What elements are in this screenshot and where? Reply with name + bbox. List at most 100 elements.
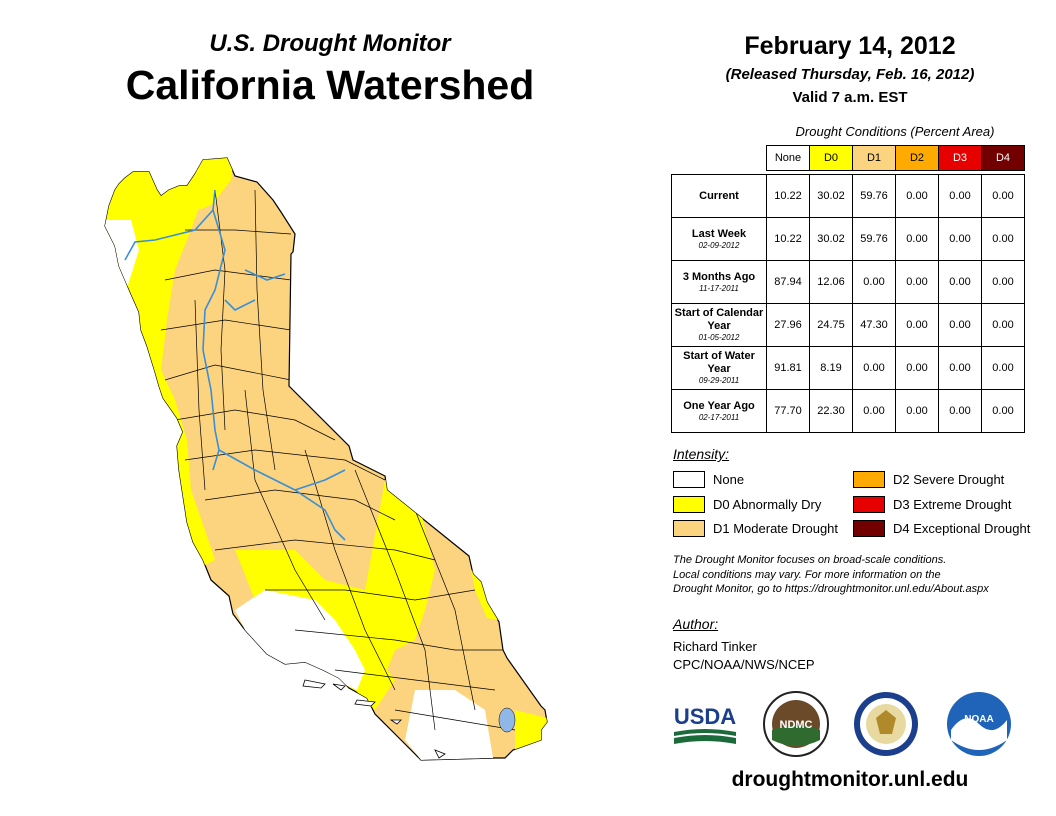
row-label-text: Current	[699, 189, 739, 202]
row-label: Current	[671, 174, 767, 218]
none-south-coast-area	[235, 590, 365, 690]
table-cell: 30.02	[809, 217, 853, 261]
table-row: Start of Water Year 09-29-2011 91.81 8.19 0.…	[671, 346, 1025, 390]
col-header-d0: D0	[809, 145, 853, 171]
legend-label: D3 Extreme Drought	[893, 497, 1012, 512]
col-header-d2: D2	[895, 145, 939, 171]
legend-swatch	[853, 496, 885, 513]
table-cell: 77.70	[766, 389, 810, 433]
table-cell: 91.81	[766, 346, 810, 390]
release-date: (Released Thursday, Feb. 16, 2012)	[725, 66, 975, 83]
legend-swatch	[673, 471, 705, 488]
footer-url[interactable]: droughtmonitor.unl.edu	[731, 768, 969, 791]
disclaimer-note: The Drought Monitor focuses on broad-sca…	[673, 553, 1043, 597]
watershed-boundaries	[160, 189, 516, 731]
row-label: One Year Ago 02-17-2011	[671, 389, 767, 433]
svg-text:USDA: USDA	[674, 704, 736, 729]
svg-text:NDMC: NDMC	[780, 719, 813, 731]
legend-label: None	[713, 472, 745, 487]
table-cell: 27.96	[766, 303, 810, 347]
table-cell: 0.00	[852, 260, 896, 304]
table-cell: 10.22	[766, 174, 810, 218]
table-cell: 0.00	[981, 260, 1025, 304]
d0-north-area	[195, 158, 235, 210]
legend-swatch	[673, 520, 705, 537]
table-header-row: None D0 D1 D2 D3 D4	[672, 145, 1025, 171]
legend-label: D2 Severe Drought	[893, 472, 1005, 487]
table-cell: 0.00	[852, 346, 896, 390]
row-date: 02-17-2011	[698, 412, 740, 422]
table-cell: 0.00	[895, 217, 939, 261]
rivers	[124, 189, 346, 541]
table-cell: 24.75	[809, 303, 853, 347]
table-cell: 0.00	[938, 174, 982, 218]
legend-item-d3: D3 Extreme Drought	[853, 496, 1012, 513]
legend-item-d2: D2 Severe Drought	[853, 471, 1004, 488]
table-cell: 87.94	[766, 260, 810, 304]
map-subtitle: U.S. Drought Monitor	[209, 30, 451, 57]
author-org: CPC/NOAA/NWS/NCEP	[673, 657, 815, 672]
row-label: Start of Water Year 09-29-2011	[671, 346, 767, 390]
ndmc-logo: NDMC	[763, 691, 829, 757]
noaa-logo: NOAA	[947, 692, 1011, 756]
table-cell: 0.00	[981, 303, 1025, 347]
table-cell: 0.00	[895, 389, 939, 433]
row-date: 01-05-2012	[698, 333, 740, 342]
row-label-text: One Year Ago	[683, 399, 755, 412]
legend-label: D4 Exceptional Drought	[893, 521, 1031, 536]
row-date: 02-09-2012	[698, 240, 740, 250]
table-cell: 0.00	[938, 260, 982, 304]
table-cell: 0.00	[895, 346, 939, 390]
note-line: Local conditions may vary. For more info…	[673, 568, 941, 581]
table-cell: 8.19	[809, 346, 853, 390]
channel-islands	[302, 679, 446, 759]
row-label-text: Last Week	[691, 227, 747, 240]
legend-label: D1 Moderate Drought	[713, 521, 839, 536]
table-row: 3 Months Ago 11-17-2011 87.94 12.06 0.00 0.00…	[671, 260, 1025, 304]
doc-seal-logo	[854, 692, 918, 756]
valid-time: Valid 7 a.m. EST	[792, 89, 908, 106]
salton-sea-lake	[498, 707, 516, 733]
table-cell: 22.30	[809, 389, 853, 433]
table-cell: 0.00	[895, 303, 939, 347]
table-cell: 0.00	[895, 174, 939, 218]
table-cell: 0.00	[938, 346, 982, 390]
table-cell: 0.00	[938, 303, 982, 347]
legend-label: D0 Abnormally Dry	[713, 497, 822, 512]
table-cell: 0.00	[938, 389, 982, 433]
row-date: 09-29-2011	[698, 376, 740, 385]
table-cell: 59.76	[852, 174, 896, 218]
table-cell: 0.00	[981, 346, 1025, 390]
usda-logo: USDA	[674, 704, 736, 744]
legend-title: Intensity:	[673, 446, 730, 462]
col-header-d1: D1	[852, 145, 896, 171]
table-cell: 47.30	[852, 303, 896, 347]
drought-conditions-table: None D0 D1 D2 D3 D4 Current 10.22 30.02 59.…	[671, 145, 1025, 433]
none-socal-area	[405, 690, 493, 760]
col-header-none: None	[766, 145, 810, 171]
california-drought-map	[104, 157, 548, 761]
legend-item-d0: D0 Abnormally Dry	[673, 496, 821, 513]
legend-item-d4: D4 Exceptional Drought	[853, 520, 1030, 537]
note-line: The Drought Monitor focuses on broad-sca…	[673, 554, 947, 566]
row-label: Last Week 02-09-2012	[671, 217, 767, 261]
author-name: Richard Tinker	[673, 639, 757, 654]
svg-text:NOAA: NOAA	[964, 714, 993, 725]
map-title: California Watershed	[125, 62, 535, 108]
d0-southeast-area	[515, 710, 547, 750]
legend-swatch	[853, 471, 885, 488]
table-cell: 59.76	[852, 217, 896, 261]
report-date: February 14, 2012	[744, 32, 956, 60]
table-cell: 30.02	[809, 174, 853, 218]
d0-south-area	[235, 480, 435, 710]
row-label-text: 3 Months Ago	[682, 270, 756, 283]
table-cell: 10.22	[766, 217, 810, 261]
table-cell: 0.00	[852, 389, 896, 433]
row-label-text: Start of Water Year	[683, 350, 755, 375]
author-title: Author:	[673, 616, 719, 632]
table-caption: Drought Conditions (Percent Area)	[795, 124, 995, 139]
table-row: One Year Ago 02-17-2011 77.70 22.30 0.00 0.00…	[671, 389, 1025, 433]
note-line: Drought Monitor, go to https://droughtmo…	[673, 583, 989, 595]
table-row: Current 10.22 30.02 59.76 0.00 0.00 0.00	[671, 174, 1025, 218]
legend-item-none: None	[673, 471, 744, 488]
